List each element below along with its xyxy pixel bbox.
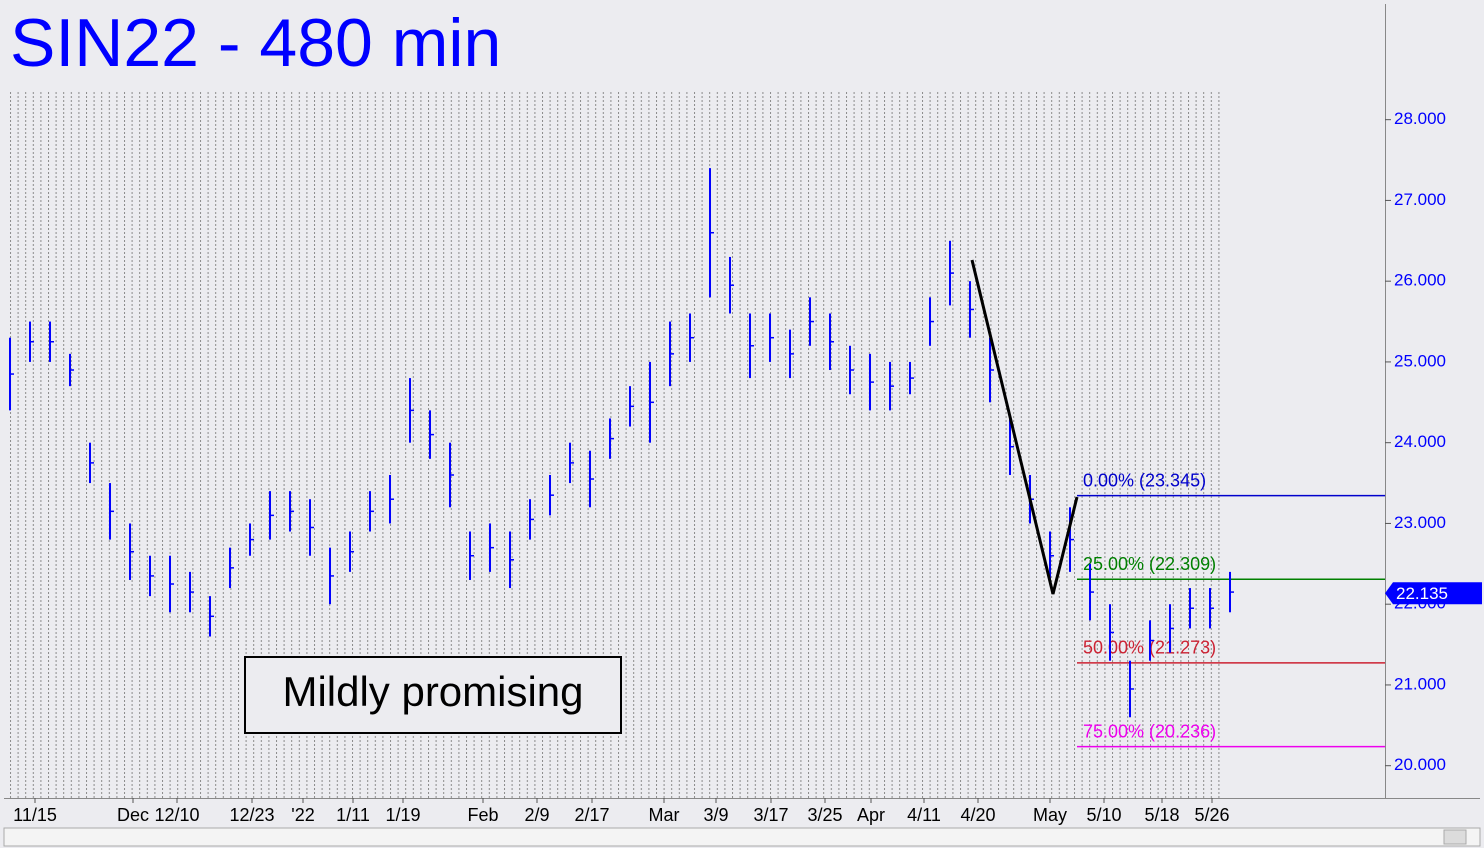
annotation-box bbox=[244, 656, 622, 734]
x-tick-label: 1/19 bbox=[385, 805, 420, 825]
x-tick-label: 3/9 bbox=[703, 805, 728, 825]
y-tick-label: 27.000 bbox=[1394, 190, 1446, 209]
x-tick-label: 12/10 bbox=[154, 805, 199, 825]
x-tick-label: Dec bbox=[117, 805, 149, 825]
scroll-thumb[interactable] bbox=[1443, 829, 1467, 845]
level-label: 75.00% (20.236) bbox=[1083, 721, 1216, 741]
plot: 20.00021.00022.00023.00024.00025.00026.0… bbox=[9, 109, 1482, 825]
x-tick-label: Mar bbox=[649, 805, 680, 825]
y-tick-label: 28.000 bbox=[1394, 109, 1446, 128]
x-tick-label: '22 bbox=[291, 805, 314, 825]
x-tick-label: 2/9 bbox=[524, 805, 549, 825]
x-tick-label: 5/10 bbox=[1086, 805, 1121, 825]
level-label: 0.00% (23.345) bbox=[1083, 470, 1206, 490]
last-price-marker bbox=[1385, 582, 1482, 605]
x-tick-label: Apr bbox=[857, 805, 885, 825]
level-label: 25.00% (22.309) bbox=[1083, 554, 1216, 574]
y-tick-label: 21.000 bbox=[1394, 674, 1446, 693]
last-price-label: 22.135 bbox=[1396, 584, 1448, 603]
x-tick-label: 11/15 bbox=[13, 805, 57, 825]
x-tick-label: 5/18 bbox=[1144, 805, 1179, 825]
x-tick-label: 12/23 bbox=[229, 805, 274, 825]
x-tick-label: 1/11 bbox=[336, 805, 370, 825]
y-tick-label: 26.000 bbox=[1394, 271, 1446, 290]
y-tick-label: 25.000 bbox=[1394, 351, 1446, 370]
x-tick-label: 3/17 bbox=[753, 805, 788, 825]
y-tick-label: 24.000 bbox=[1394, 432, 1446, 451]
x-tick-label: 5/26 bbox=[1194, 805, 1229, 825]
x-tick-label: 2/17 bbox=[574, 805, 609, 825]
pattern-line bbox=[970, 259, 1079, 595]
x-tick-label: 4/20 bbox=[960, 805, 995, 825]
chart-title: SIN22 - 480 min bbox=[10, 5, 501, 81]
annotation: Mildly promising bbox=[282, 668, 583, 715]
x-tick-label: 3/25 bbox=[807, 805, 842, 825]
x-tick-label: 4/11 bbox=[907, 805, 941, 825]
x-tick-label: Feb bbox=[467, 805, 498, 825]
x-tick-label: May bbox=[1033, 805, 1067, 825]
scrollbar[interactable] bbox=[3, 827, 1481, 847]
y-tick-label: 23.000 bbox=[1394, 513, 1446, 532]
y-tick-label: 20.000 bbox=[1394, 755, 1446, 774]
